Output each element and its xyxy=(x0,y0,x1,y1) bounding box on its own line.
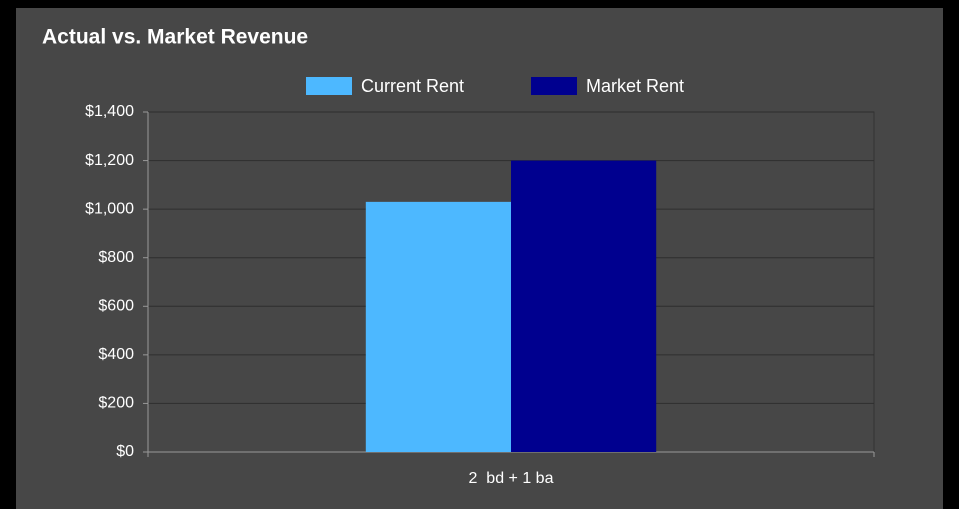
y-tick-label: $0 xyxy=(116,443,134,460)
legend-swatch xyxy=(306,77,352,95)
legend-swatch xyxy=(531,77,577,95)
legend-label: Current Rent xyxy=(361,76,464,96)
y-tick-label: $1,000 xyxy=(85,200,134,217)
x-tick-label: 2 bd + 1 ba xyxy=(469,470,554,487)
y-tick-label: $1,200 xyxy=(85,152,134,169)
y-tick-label: $200 xyxy=(98,395,134,412)
y-tick-label: $600 xyxy=(98,298,134,315)
bar xyxy=(511,160,657,453)
y-tick-label: $400 xyxy=(98,346,134,363)
chart-title: Actual vs. Market Revenue xyxy=(42,26,308,49)
y-tick-label: $800 xyxy=(98,249,134,266)
bar xyxy=(365,201,511,452)
y-tick-label: $1,400 xyxy=(85,103,134,120)
legend-label: Market Rent xyxy=(586,76,684,96)
